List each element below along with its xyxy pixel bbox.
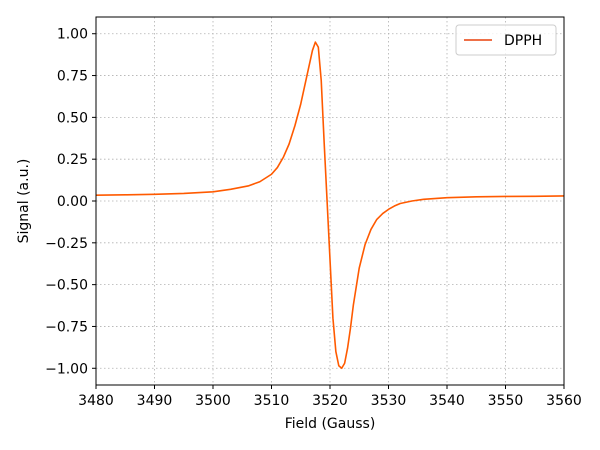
legend: DPPH <box>455 24 557 56</box>
y-tick-label: −0.75 <box>45 319 88 335</box>
x-tick-label: 3530 <box>371 393 407 409</box>
x-tick-label: 3520 <box>312 393 348 409</box>
y-tick-label: 1.00 <box>57 27 88 43</box>
y-tick-label: 0.75 <box>57 69 88 85</box>
y-tick-label: 0.50 <box>57 110 88 126</box>
y-tick-label: 0.25 <box>57 152 88 168</box>
x-tick-label: 3550 <box>488 393 524 409</box>
x-tick-label: 3510 <box>254 393 290 409</box>
grid-layer <box>95 17 565 385</box>
series-line-dpph <box>95 41 565 370</box>
y-tick-label: −0.50 <box>45 278 88 294</box>
x-tick-label: 3500 <box>195 393 231 409</box>
x-tick-label: 3560 <box>546 393 582 409</box>
series-layer <box>95 41 565 370</box>
y-tick-label: −0.25 <box>45 236 88 252</box>
y-axis-label: Signal (a.u.) <box>16 159 32 244</box>
y-tick-label: 0.00 <box>57 194 88 210</box>
legend-label: DPPH <box>504 33 542 49</box>
x-tick-label: 3490 <box>137 393 173 409</box>
x-axis-label: Field (Gauss) <box>285 416 376 432</box>
legend-box <box>455 24 557 56</box>
y-tick-label: −1.00 <box>45 361 88 377</box>
x-tick-label: 3480 <box>78 393 114 409</box>
x-tick-label: 3540 <box>429 393 465 409</box>
axes-layer: 3480 3490 3500 3510 3520 3530 3540 3550 3560 1.00… <box>45 16 582 409</box>
